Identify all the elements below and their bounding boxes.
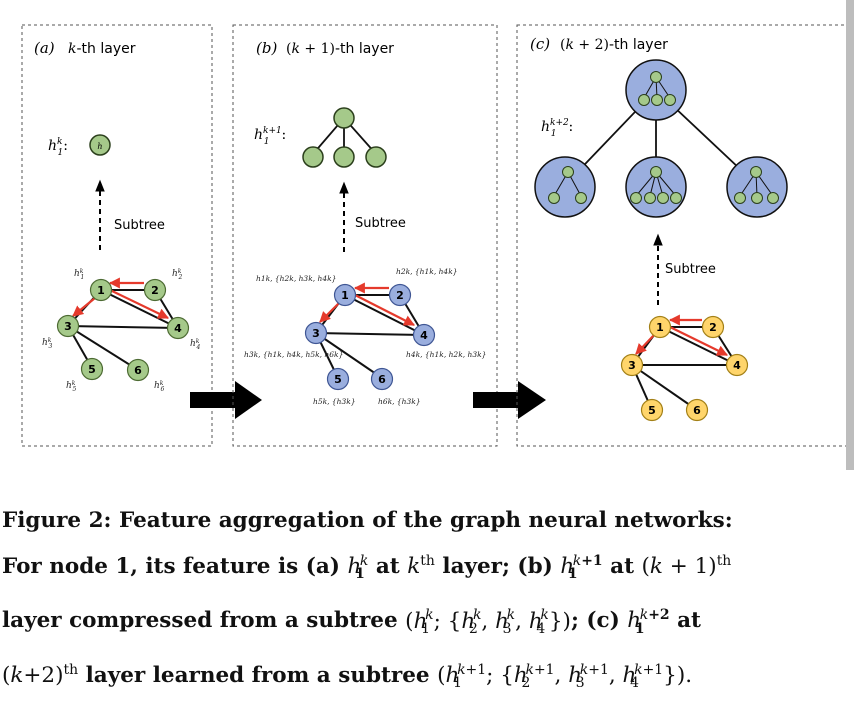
svg-text:4: 4 <box>420 329 428 342</box>
svg-text:6: 6 <box>693 404 701 417</box>
svg-text:5: 5 <box>648 404 656 417</box>
agg-label-5: h5k, {h3k} <box>313 397 356 406</box>
panel-b-root-label: hk+1 1: <box>254 126 286 147</box>
panel-a-title: k-th layer <box>68 41 136 57</box>
svg-text:2: 2 <box>396 289 404 302</box>
panel-c-subtree-label: Subtree <box>665 262 716 277</box>
panel-c-graph <box>631 326 738 411</box>
panel-c: (c) (k + 2)-th layer hk+2 1: <box>516 24 848 447</box>
svg-text:4: 4 <box>174 322 182 335</box>
svg-text:2: 2 <box>709 321 717 334</box>
nested-child-2 <box>534 156 596 218</box>
panel-a-root-label: hk 1: <box>48 137 68 158</box>
panel-b-graph <box>315 294 425 379</box>
panel-a-node-3: 3 <box>56 314 80 338</box>
agg-label-4: h4k, {h1k, h2k, h3k} <box>406 350 486 359</box>
svg-text:1: 1 <box>97 284 105 297</box>
agg-label-2: h2k, {h1k, h4k} <box>396 267 458 276</box>
panel-c-highlight-edges <box>635 314 728 356</box>
svg-text:6: 6 <box>134 364 142 377</box>
panel-b-highlight-edges <box>319 282 415 326</box>
svg-text:5: 5 <box>88 363 96 376</box>
svg-text:1: 1 <box>341 289 349 302</box>
svg-text:3: 3 <box>64 320 72 333</box>
panel-b: (b) (k + 1)-th layer hk+1 1: Subtree <box>232 24 498 447</box>
panel-b-node-1: 1 <box>333 283 357 307</box>
panel-a: (a) k-th layer hk 1: h Subtree 1 2 3 <box>21 24 213 447</box>
transition-arrow-a-b <box>190 381 262 419</box>
svg-text:hk1: hk 1 <box>74 268 84 281</box>
svg-text:3: 3 <box>312 327 320 340</box>
panel-c-node-5: 5 <box>640 398 664 422</box>
svg-text:hk4: hk 4 <box>190 338 200 351</box>
panel-b-node-2: 2 <box>388 283 412 307</box>
svg-text:4: 4 <box>733 359 741 372</box>
figure-caption: Figure 2: Feature aggregation of the gra… <box>2 500 852 704</box>
panel-b-node-3: 3 <box>304 321 328 345</box>
svg-text:hk2: hk 2 <box>172 268 182 281</box>
panel-a-node-feature-labels: hk 1 hk 2 hk 3 hk 4 hk 5 hk 6 <box>42 268 200 393</box>
panel-b-nodes: 1 2 3 4 5 6 <box>304 283 436 391</box>
panel-a-nodes: 1 2 3 4 5 6 <box>56 278 190 382</box>
panel-b-node-5: 5 <box>326 367 350 391</box>
svg-text:hk5: hk 5 <box>66 380 76 393</box>
panel-b-subtree-label: Subtree <box>355 216 406 231</box>
panel-c-nodes: 1 2 3 4 5 6 <box>620 315 749 422</box>
svg-text:1: 1 <box>656 321 664 334</box>
svg-text:h: h <box>97 142 102 151</box>
agg-label-1: h1k, {h2k, h3k, h4k} <box>256 274 336 283</box>
panel-b-tag: (b) <box>256 39 277 57</box>
panel-a-tag: (a) <box>34 39 55 57</box>
panel-a-highlight-edges <box>72 277 169 319</box>
page-edge-shadow <box>846 0 854 470</box>
panel-b-node-6: 6 <box>370 367 394 391</box>
panel-c-root-label: hk+2 1: <box>541 118 573 139</box>
panel-a-subtree-label: Subtree <box>114 218 165 233</box>
transition-arrow-b-c <box>473 381 546 419</box>
nested-child-3 <box>625 156 687 218</box>
svg-text:3: 3 <box>628 359 636 372</box>
nested-child-4 <box>726 156 788 218</box>
panel-a-root-node: h <box>89 134 111 156</box>
nested-root <box>625 59 687 121</box>
panel-c-node-3: 3 <box>620 353 644 377</box>
svg-text:5: 5 <box>334 373 342 386</box>
panel-a-node-4: 4 <box>166 316 190 340</box>
svg-text:hk3: hk 3 <box>42 337 52 350</box>
caption-line-3: layer compressed from a subtree (h1k; {h… <box>2 607 701 637</box>
panel-c-node-6: 6 <box>685 398 709 422</box>
caption-line-1: Figure 2: Feature aggregation of the gra… <box>2 508 733 533</box>
panel-a-node-2: 2 <box>143 278 167 302</box>
panel-b-node-4: 4 <box>412 323 436 347</box>
caption-line-2: For node 1, its feature is (a) h1k at kt… <box>2 553 732 583</box>
panel-a-graph <box>67 289 179 371</box>
agg-label-6: h6k, {h3k} <box>378 397 421 406</box>
svg-text:6: 6 <box>378 373 386 386</box>
panel-c-node-1: 1 <box>648 315 672 339</box>
panel-b-title: (k + 1)-th layer <box>286 41 394 57</box>
panel-c-node-4: 4 <box>725 353 749 377</box>
svg-text:2: 2 <box>151 284 159 297</box>
feature-aggregation-diagram: (a) k-th layer hk 1: h Subtree 1 2 3 <box>21 0 854 470</box>
panel-a-node-6: 6 <box>126 358 150 382</box>
panel-c-tag: (c) <box>530 35 550 53</box>
panel-b-root-tree <box>302 107 387 168</box>
panel-a-node-1: 1 <box>89 278 113 302</box>
agg-label-3: h3k, {h1k, h4k, h5k, h6k} <box>244 350 343 359</box>
panel-c-title: (k + 2)-th layer <box>560 37 668 53</box>
panel-c-nested-subtree <box>534 59 788 218</box>
panel-c-node-2: 2 <box>701 315 725 339</box>
svg-text:hk6: hk 6 <box>154 380 164 393</box>
panel-b-aggregation-labels: h1k, {h2k, h3k, h4k} h2k, {h1k, h4k} h3k… <box>244 267 486 406</box>
caption-line-4: (k+2)th layer learned from a subtree (h1… <box>2 661 693 692</box>
panel-a-node-5: 5 <box>80 357 104 381</box>
